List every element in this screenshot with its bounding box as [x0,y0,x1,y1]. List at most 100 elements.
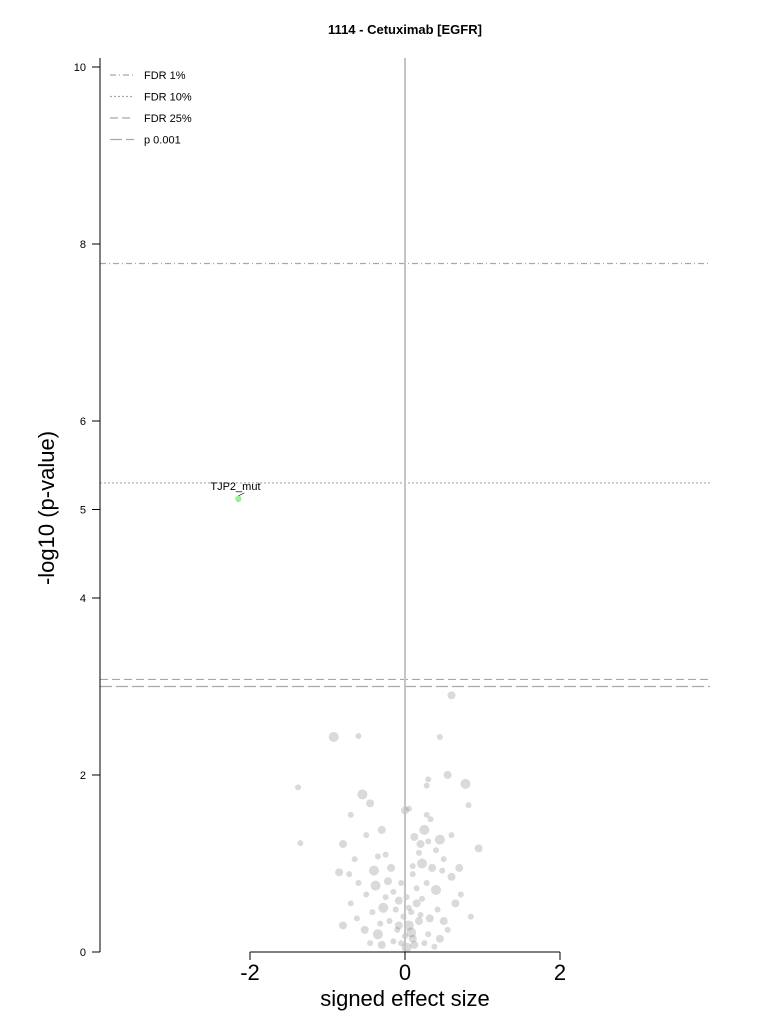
legend-label: FDR 10% [144,92,192,104]
legend: FDR 1% FDR 10% FDR 25% p 0.001 [110,70,192,147]
data-point [425,914,434,923]
data-point [355,733,362,740]
data-point [434,906,441,913]
highlight-leader-0 [238,492,245,497]
y-tick-label: 10 [74,62,86,74]
data-point [372,929,383,940]
data-point [415,849,422,856]
data-point [423,811,430,818]
data-point [392,906,399,913]
data-point [405,805,412,812]
data-point [394,921,403,930]
data-point [409,863,416,870]
data-point [425,838,432,845]
data-point [383,877,392,886]
data-point [378,902,389,913]
data-point [465,802,472,809]
data-point [409,871,416,878]
legend-label: p 0.001 [144,135,181,147]
data-point [444,926,451,933]
data-point [367,940,374,947]
y-tick-label: 0 [80,947,86,959]
data-point [405,904,412,911]
data-point [295,784,302,791]
data-point [457,891,464,898]
data-point [374,853,381,860]
data-point [360,925,369,934]
x-tick-label: -2 [240,960,260,985]
data-point [435,934,444,943]
data-point [413,885,420,892]
chart-title: 1114 - Cetuximab [EGFR] [328,22,482,37]
data-point [377,825,386,834]
legend-label: FDR 1% [144,70,186,82]
data-point [346,871,353,878]
highlight-label-0: TJP2_mut [210,481,260,493]
data-point [369,865,379,876]
data-point [451,899,460,908]
data-point [425,776,432,783]
data-point [417,858,428,869]
y-axis-ticks: 0 2 4 5 6 8 10 [74,62,100,959]
data-point [401,942,412,953]
data-point [390,888,397,895]
data-point [417,911,424,918]
data-point [406,927,417,938]
y-tick-label: 4 [80,593,86,605]
data-point [398,879,405,886]
data-point [382,851,389,858]
data-point [467,913,474,920]
x-axis-ticks: -2 0 2 [240,952,566,985]
data-point [434,834,445,845]
legend-label: FDR 25% [144,113,192,125]
y-tick-label: 6 [80,416,86,428]
data-point [439,867,446,874]
data-point [408,934,417,943]
highlight-point-0 [235,495,242,503]
data-point [297,840,304,847]
data-point [419,895,426,902]
x-tick-label: 0 [399,960,411,985]
data-point [440,856,447,863]
data-point [394,896,403,905]
data-point [347,811,354,818]
data-point [355,879,362,886]
data-point [386,918,393,925]
x-tick-label: 2 [554,960,566,985]
data-point [419,824,430,835]
highlight-points: TJP2_mut [210,481,261,503]
data-point [339,840,347,849]
data-point [377,920,384,927]
data-point [447,691,456,700]
data-point [412,899,421,908]
data-point [351,856,358,863]
data-point [443,771,452,779]
data-point [377,940,386,949]
data-point [460,778,471,789]
data-point [403,920,414,931]
data-point [431,885,441,896]
data-point [423,879,430,886]
data-point [436,733,443,740]
y-tick-label: 2 [80,770,86,782]
data-point [455,863,464,872]
data-point [410,940,419,949]
data-point [408,909,415,916]
data-point [328,731,339,742]
data-point [425,931,432,938]
data-point [353,915,360,922]
data-point [369,909,376,916]
data-point [423,782,430,789]
data-point [474,844,483,853]
data-point [421,940,428,947]
data-point [448,832,455,839]
data-point [431,943,438,950]
data-point [366,799,375,808]
y-axis-label: -log10 (p-value) [34,431,59,585]
data-point [414,917,423,926]
y-tick-label: 5 [80,505,86,517]
data-point [428,863,437,872]
data-point [335,868,344,877]
y-tick-label: 8 [80,239,86,251]
